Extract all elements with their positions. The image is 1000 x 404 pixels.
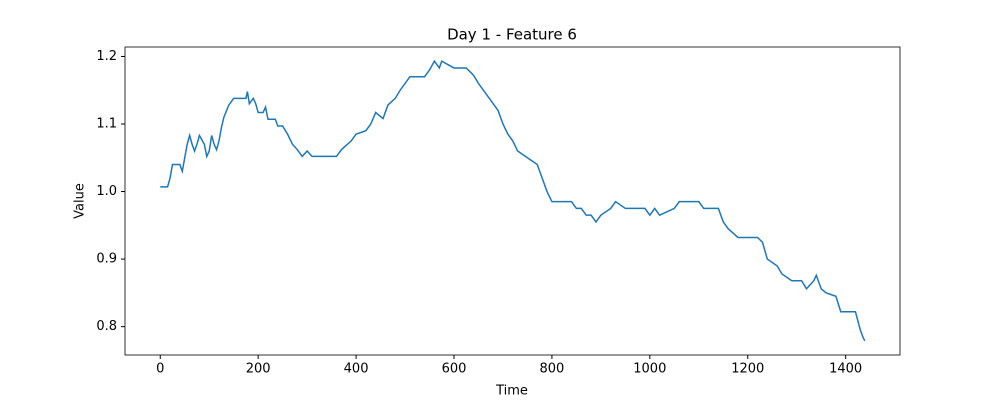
y-tick-label: 1.2 <box>96 49 117 64</box>
x-tick-label: 800 <box>539 362 564 377</box>
x-tick-label: 200 <box>246 362 271 377</box>
chart-title: Day 1 - Feature 6 <box>447 26 577 44</box>
data-line <box>160 59 866 342</box>
y-tick-label: 0.8 <box>96 319 117 334</box>
y-tick-label: 1.1 <box>96 117 117 132</box>
x-axis-label: Time <box>495 384 528 399</box>
x-tick-label: 1000 <box>633 362 666 377</box>
x-tick-label: 400 <box>344 362 369 377</box>
x-tick-label: 0 <box>156 362 164 377</box>
y-axis-label: Value <box>73 183 88 219</box>
x-tick-label: 1400 <box>829 362 862 377</box>
x-tick-label: 1200 <box>731 362 764 377</box>
plot-frame <box>124 46 901 356</box>
y-tick-label: 1.0 <box>96 184 117 199</box>
y-tick-label: 0.9 <box>96 252 117 267</box>
x-tick-label: 600 <box>442 362 467 377</box>
